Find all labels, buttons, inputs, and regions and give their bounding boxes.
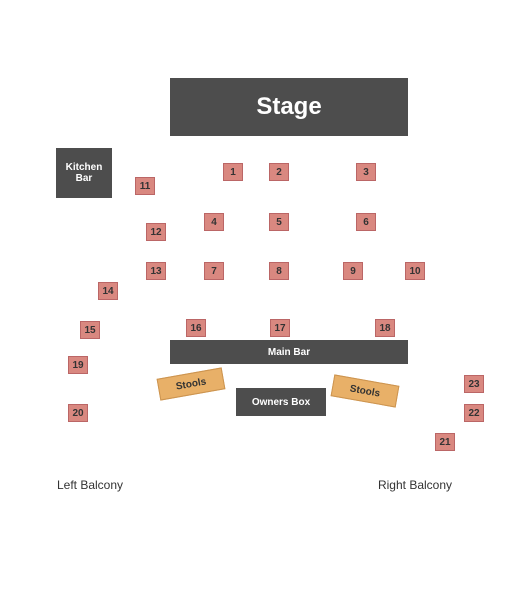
seat-20[interactable]: 20	[68, 404, 88, 422]
owners-box: Owners Box	[236, 388, 326, 416]
left-balcony-label: Left Balcony	[57, 478, 123, 492]
seat-15[interactable]: 15	[80, 321, 100, 339]
stage: Stage	[170, 78, 408, 136]
seat-8[interactable]: 8	[269, 262, 289, 280]
seat-5[interactable]: 5	[269, 213, 289, 231]
main-bar: Main Bar	[170, 340, 408, 364]
seat-14[interactable]: 14	[98, 282, 118, 300]
seat-13[interactable]: 13	[146, 262, 166, 280]
seat-21[interactable]: 21	[435, 433, 455, 451]
stools-right: Stools	[331, 374, 400, 407]
seat-1[interactable]: 1	[223, 163, 243, 181]
seat-22[interactable]: 22	[464, 404, 484, 422]
right-balcony-label: Right Balcony	[378, 478, 452, 492]
seat-2[interactable]: 2	[269, 163, 289, 181]
stools-left: Stools	[157, 367, 226, 400]
seat-17[interactable]: 17	[270, 319, 290, 337]
seat-23[interactable]: 23	[464, 375, 484, 393]
seat-10[interactable]: 10	[405, 262, 425, 280]
seat-19[interactable]: 19	[68, 356, 88, 374]
seat-18[interactable]: 18	[375, 319, 395, 337]
seat-9[interactable]: 9	[343, 262, 363, 280]
seating-chart: StageKitchenBarMain BarOwners BoxStoolsS…	[0, 0, 525, 600]
seat-7[interactable]: 7	[204, 262, 224, 280]
seat-16[interactable]: 16	[186, 319, 206, 337]
seat-4[interactable]: 4	[204, 213, 224, 231]
seat-6[interactable]: 6	[356, 213, 376, 231]
kitchen-bar: KitchenBar	[56, 148, 112, 198]
seat-11[interactable]: 11	[135, 177, 155, 195]
seat-3[interactable]: 3	[356, 163, 376, 181]
seat-12[interactable]: 12	[146, 223, 166, 241]
